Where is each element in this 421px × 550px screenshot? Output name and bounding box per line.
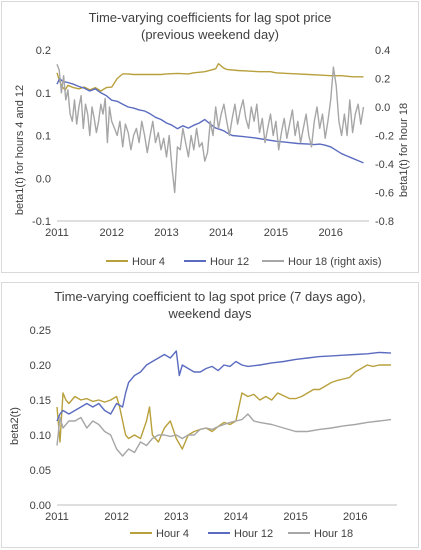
x-tick-label: 2011 xyxy=(45,511,69,523)
series-line-hour-4 xyxy=(56,63,364,92)
plot-area xyxy=(56,63,369,222)
x-tick-label: 2011 xyxy=(45,227,69,239)
chart-title-line2: (previous weekend day) xyxy=(141,27,279,42)
tick-labels: 0.2 0.1 0.1 0.0 -0.1 0.4 0.2 0.0 -0.2 -0.4 -0.6 -0.… xyxy=(32,45,394,239)
x-tick-label: 2015 xyxy=(283,511,307,523)
legend-label-hour-12: Hour 12 xyxy=(234,528,273,540)
y-tick-label: 0.00 xyxy=(30,500,51,512)
legend-label-hour-4: Hour 4 xyxy=(132,256,165,268)
y2-tick-label: 0.0 xyxy=(375,102,390,114)
y-axis-title: beta1(t) for hours 4 and 12 xyxy=(14,85,26,215)
chart-beta1: Time-varying coefficients for lag spot p… xyxy=(14,10,410,268)
x-tick-label: 2016 xyxy=(343,511,367,523)
y-tick-label: -0.1 xyxy=(32,216,51,228)
x-tick-label: 2016 xyxy=(318,227,342,239)
x-tick-label: 2015 xyxy=(264,227,288,239)
x-tick-label: 2013 xyxy=(154,227,178,239)
chart-panel-beta1: Time-varying coefficients for lag spot p… xyxy=(1,1,419,273)
y-axis-title: beta2(t) xyxy=(9,407,21,445)
x-tick-label: 2013 xyxy=(164,511,188,523)
series-line-hour-18-right-axis xyxy=(56,64,365,194)
series-line-hour-12 xyxy=(56,350,392,422)
y2-tick-label: 0.2 xyxy=(375,74,390,86)
x-tick-label: 2014 xyxy=(224,511,248,523)
series-line-hour-18 xyxy=(56,413,392,457)
series-line-hour-12 xyxy=(56,77,364,164)
plot-area xyxy=(56,350,397,506)
y-tick-label: 0.10 xyxy=(30,430,51,442)
x-tick-label: 2012 xyxy=(104,511,128,523)
chart-beta2: Time-varying coefficient to lag spot pri… xyxy=(9,289,397,540)
series-line-hour-4 xyxy=(56,364,391,450)
y2-tick-label: -0.8 xyxy=(375,216,394,228)
legend: Hour 4 Hour 12 Hour 18 xyxy=(130,528,353,540)
y-tick-label: 0.25 xyxy=(30,325,51,337)
legend-label-hour-18: Hour 18 xyxy=(314,528,353,540)
y-tick-label: 0.20 xyxy=(30,360,51,372)
y-tick-label: 0.05 xyxy=(30,465,51,477)
y-tick-label: 0.15 xyxy=(30,395,51,407)
chart-title-line2: weekend days xyxy=(167,306,252,321)
y2-axis-title: beta1(t) for hour 18 xyxy=(398,103,410,197)
y-tick-label: 0.0 xyxy=(36,173,51,185)
legend: Hour 4 Hour 12 Hour 18 (right axis) xyxy=(106,256,382,268)
y-tick-label: 0.2 xyxy=(36,45,51,57)
legend-label-hour-18-right-axis: Hour 18 (right axis) xyxy=(288,256,382,268)
x-tick-label: 2014 xyxy=(209,227,233,239)
chart-title-line1: Time-varying coefficient to lag spot pri… xyxy=(54,289,365,304)
legend-label-hour-12: Hour 12 xyxy=(210,256,249,268)
y2-tick-label: 0.4 xyxy=(375,45,390,57)
x-tick-label: 2012 xyxy=(99,227,123,239)
chart-title-line1: Time-varying coefficients for lag spot p… xyxy=(89,10,332,25)
chart-panel-beta2: Time-varying coefficient to lag spot pri… xyxy=(1,282,419,548)
y-tick-label: 0.1 xyxy=(36,131,51,143)
legend-label-hour-4: Hour 4 xyxy=(156,528,189,540)
y-tick-label: 0.1 xyxy=(36,88,51,100)
y2-tick-label: -0.4 xyxy=(375,159,394,171)
y2-tick-label: -0.6 xyxy=(375,188,394,200)
y2-tick-label: -0.2 xyxy=(375,131,394,143)
